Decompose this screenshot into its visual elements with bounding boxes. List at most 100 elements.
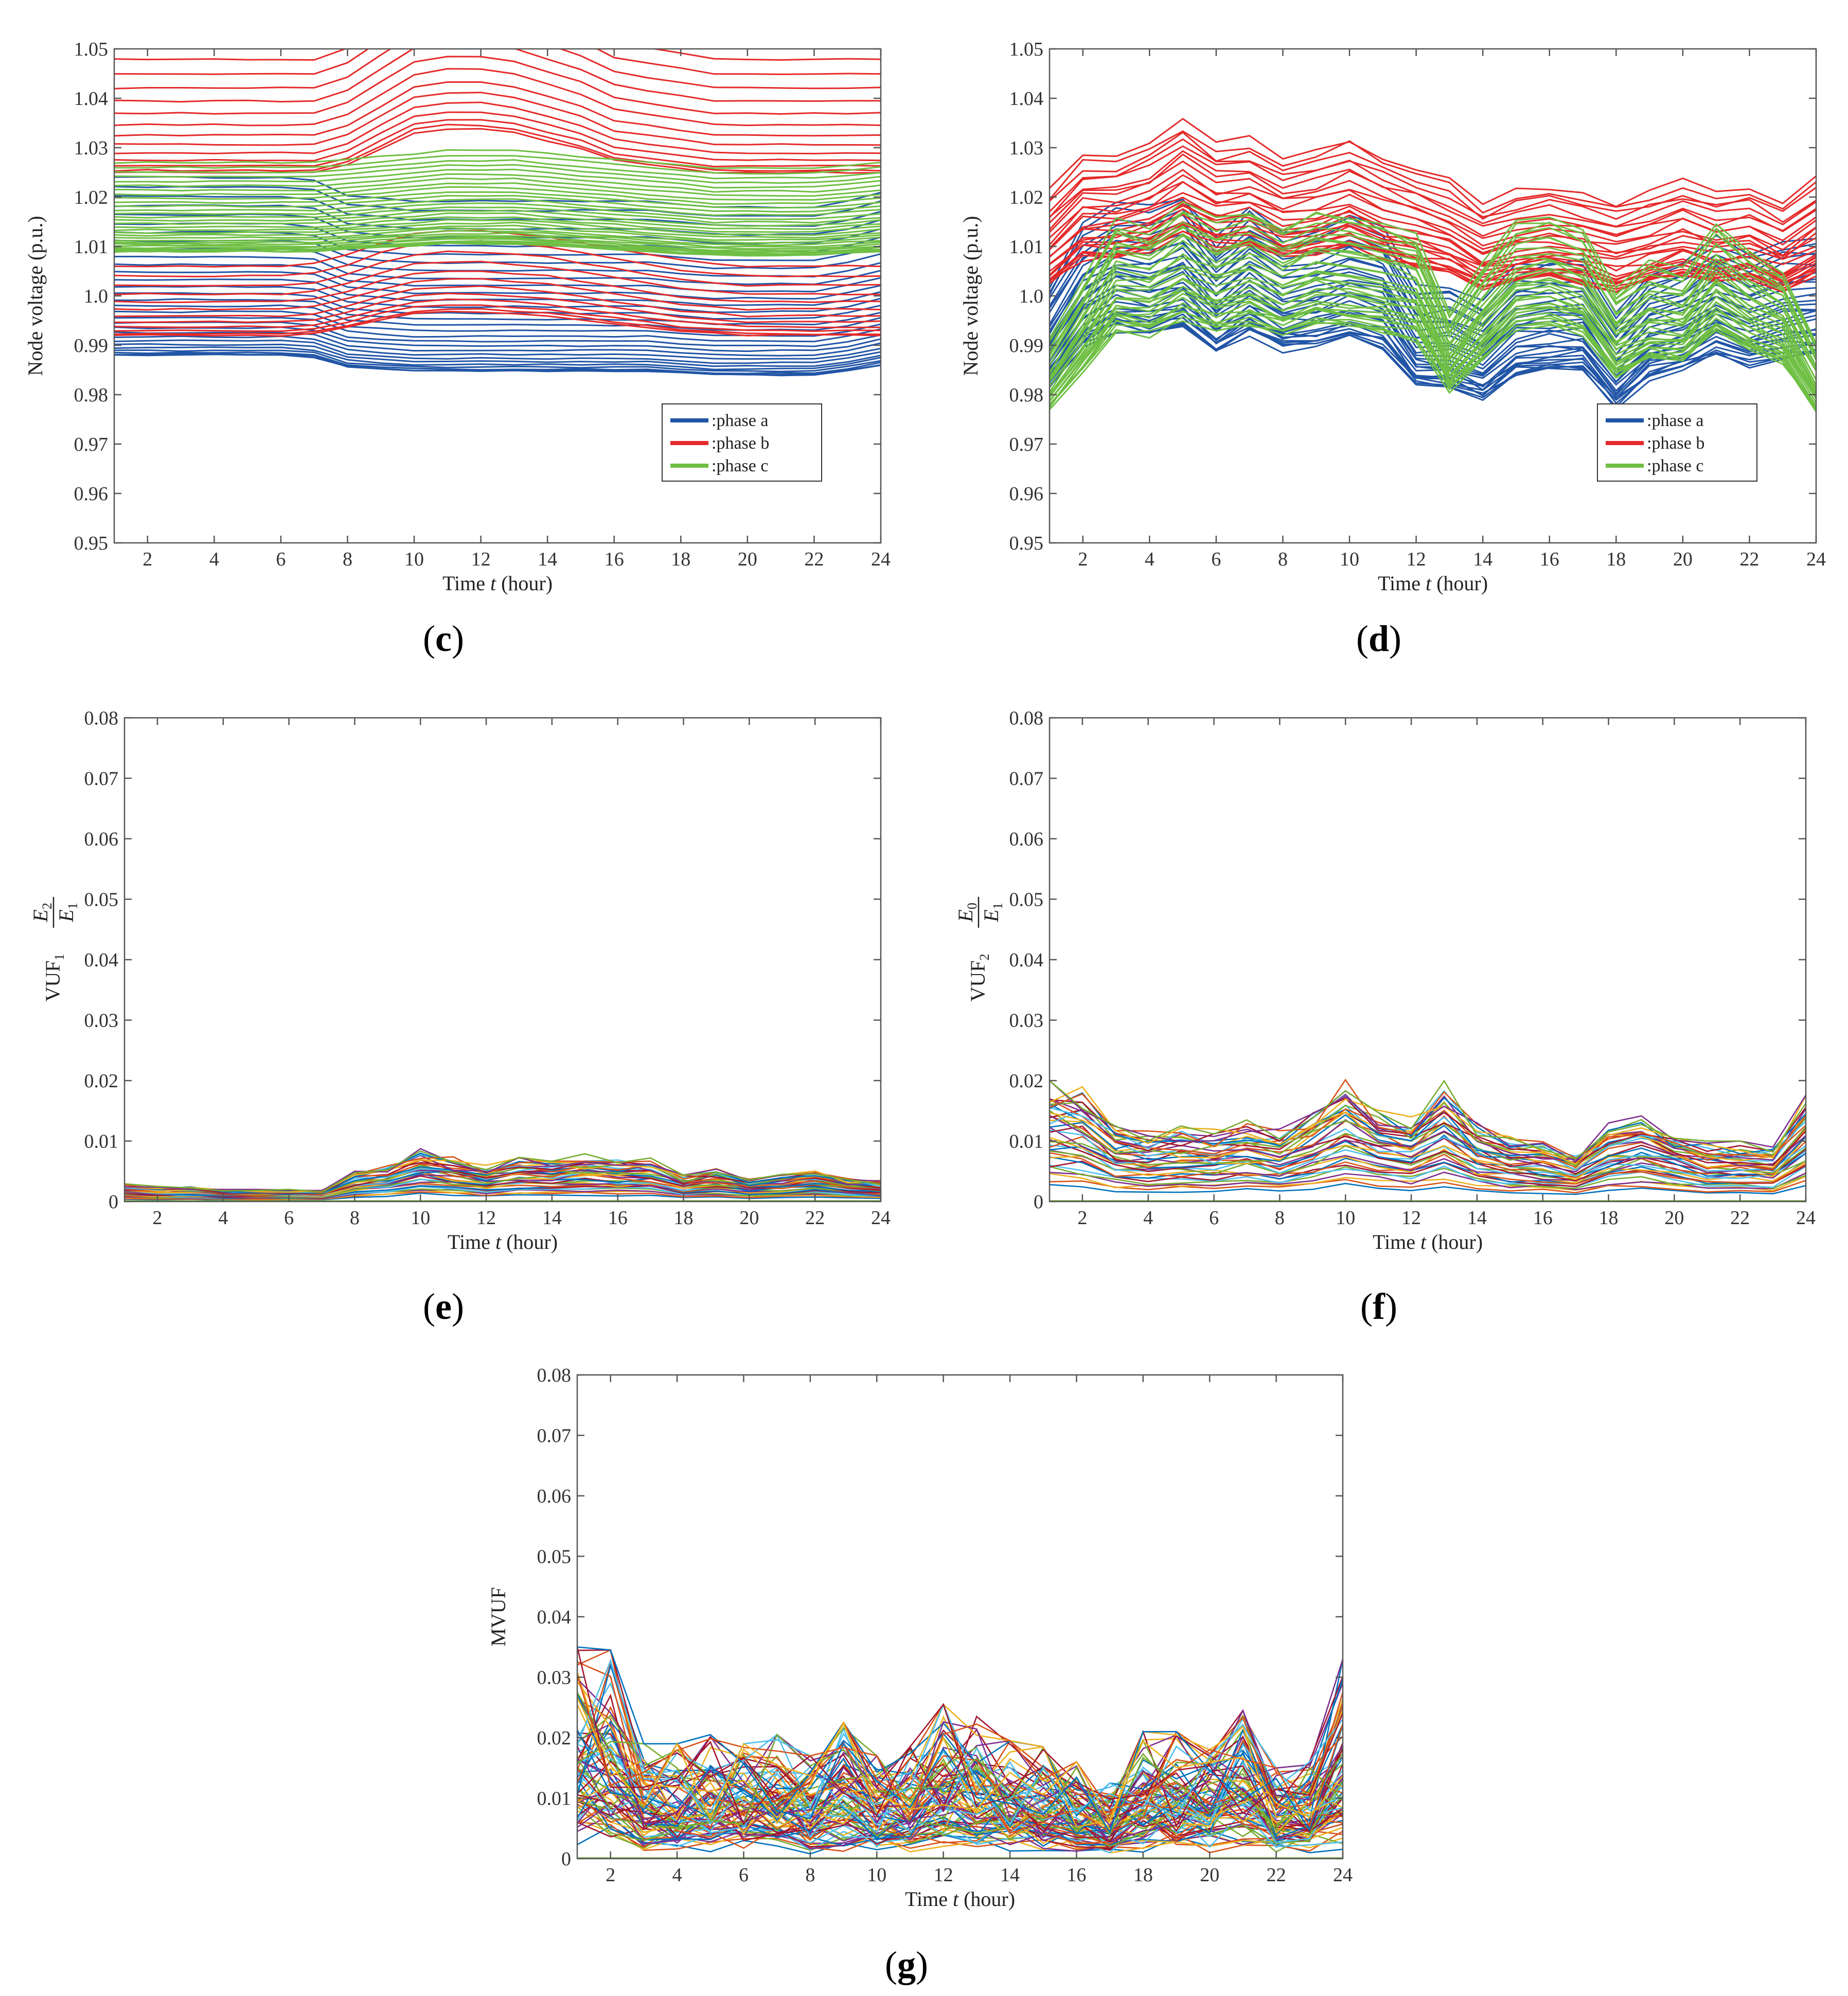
series-line-phase_a — [114, 256, 881, 286]
series-line-phase_b — [114, 49, 881, 75]
series-line-phase_c — [114, 149, 881, 169]
y-tick-label: 1.05 — [1009, 39, 1044, 60]
y-tick-label: 0.05 — [84, 889, 119, 911]
series-line-phase_a — [114, 349, 881, 373]
x-tick-label: 14 — [542, 1207, 562, 1229]
y-axis-label: MVUF — [487, 1587, 510, 1647]
series-line-phase_a — [114, 298, 881, 326]
series-line-phase_c — [114, 182, 881, 201]
series-line-phase_b — [114, 49, 881, 90]
y-tick-label: 1.0 — [1019, 286, 1044, 307]
series-line-phase_b — [114, 310, 881, 337]
y-tick-label: 1.0 — [84, 286, 109, 307]
x-tick-label: 8 — [1275, 1207, 1285, 1229]
y-tick-label: 0.01 — [537, 1788, 572, 1810]
panel-caption-e: (e) — [423, 1286, 464, 1327]
series-line-phase_b — [114, 49, 881, 103]
series-line-phase_a — [114, 326, 881, 352]
series-line-phase_b — [114, 101, 881, 155]
series-line — [577, 1718, 1343, 1811]
y-tick-label: 0.96 — [74, 483, 109, 505]
x-axis-label: Time t (hour) — [448, 1230, 558, 1253]
series-line — [125, 1147, 881, 1192]
series-line — [577, 1694, 1343, 1836]
series-line-phase_b — [1050, 130, 1816, 214]
y-tick-label: 1.03 — [74, 137, 109, 159]
y-tick-label: 0.95 — [1009, 533, 1044, 554]
x-tick-label: 24 — [1806, 549, 1826, 570]
y-tick-label: 0.02 — [84, 1070, 119, 1092]
x-tick-label: 10 — [1340, 549, 1359, 570]
y-tick-label: 0.98 — [74, 384, 109, 406]
legend-label: :phase a — [1647, 411, 1703, 430]
y-tick-label: 1.02 — [1009, 187, 1044, 208]
y-tick-label: 1.03 — [1009, 137, 1044, 159]
y-tick-label: 0.97 — [1009, 434, 1044, 455]
x-tick-label: 10 — [404, 549, 424, 570]
legend-label: :phase b — [1647, 434, 1704, 453]
x-tick-label: 6 — [1211, 549, 1221, 570]
series-line — [1050, 1126, 1806, 1176]
series-line-phase_c — [114, 216, 881, 233]
legend-label: :phase b — [712, 434, 769, 453]
series-line — [1050, 1079, 1806, 1159]
series-line — [577, 1777, 1343, 1848]
y-tick-label: 0.04 — [537, 1606, 572, 1628]
series-line-phase_a — [1050, 313, 1816, 399]
series-line-phase_c — [1050, 302, 1816, 407]
series-line-phase_c — [1050, 239, 1816, 373]
series-line — [1050, 1148, 1806, 1184]
series-line-phase_c — [1050, 201, 1816, 344]
series-line-phase_b — [114, 304, 881, 332]
fraction-numerator: E2 — [29, 903, 55, 922]
y-tick-label: 0.03 — [537, 1667, 572, 1689]
series-line-phase_b — [1050, 181, 1816, 260]
series-line-phase_b — [114, 49, 881, 61]
x-tick-label: 6 — [284, 1207, 294, 1229]
x-tick-label: 20 — [1673, 549, 1693, 570]
y-tick-label: 0.02 — [1009, 1070, 1044, 1092]
x-tick-label: 18 — [1133, 1864, 1153, 1886]
series-line-phase_b — [1050, 153, 1816, 237]
x-tick-label: 2 — [143, 549, 152, 570]
x-tick-label: 18 — [671, 549, 690, 570]
series-line — [1050, 1110, 1806, 1167]
series-group — [577, 1646, 1343, 1859]
x-tick-label: 12 — [934, 1864, 953, 1886]
y-tick-label: 0.96 — [1009, 483, 1044, 505]
x-tick-label: 22 — [805, 1207, 825, 1229]
chart-g: 2 4 6 8 10 12 14 16 18 20 22 2400.010.020.030.040.0… — [487, 1365, 1353, 1911]
series-line-phase_c — [1050, 310, 1816, 412]
y-tick-label: 0.99 — [74, 335, 109, 357]
series-line — [1050, 1182, 1806, 1195]
series-line-phase_b — [114, 285, 881, 317]
series-line — [1050, 1090, 1806, 1157]
x-tick-label: 24 — [1333, 1864, 1353, 1886]
y-tick-label: 0.95 — [74, 533, 109, 554]
series-line-phase_a — [114, 351, 881, 375]
series-group — [1050, 117, 1816, 412]
series-line-phase_c — [114, 198, 881, 216]
series-line — [1050, 1152, 1806, 1185]
series-line-phase_a — [114, 316, 881, 343]
series-line-phase_c — [114, 227, 881, 244]
y-tick-label: 0.06 — [537, 1486, 572, 1507]
series-line-phase_b — [1050, 160, 1816, 242]
series-line-phase_a — [114, 175, 881, 209]
y-tick-label: 0.97 — [74, 434, 109, 455]
series-line-phase_c — [1050, 211, 1816, 345]
x-tick-label: 4 — [218, 1207, 228, 1229]
y-tick-label: 0.07 — [537, 1425, 572, 1447]
x-tick-label: 16 — [605, 549, 624, 570]
y-tick-label: 0.08 — [1009, 708, 1044, 729]
series-line-phase_c — [1050, 253, 1816, 380]
x-tick-label: 6 — [1209, 1207, 1219, 1229]
series-line-phase_a — [114, 335, 881, 360]
series-line — [1050, 1134, 1806, 1178]
x-axis-label: Time t (hour) — [1378, 572, 1488, 595]
x-tick-label: 14 — [1467, 1207, 1487, 1229]
series-line — [1050, 1156, 1806, 1185]
x-tick-label: 4 — [672, 1864, 682, 1886]
